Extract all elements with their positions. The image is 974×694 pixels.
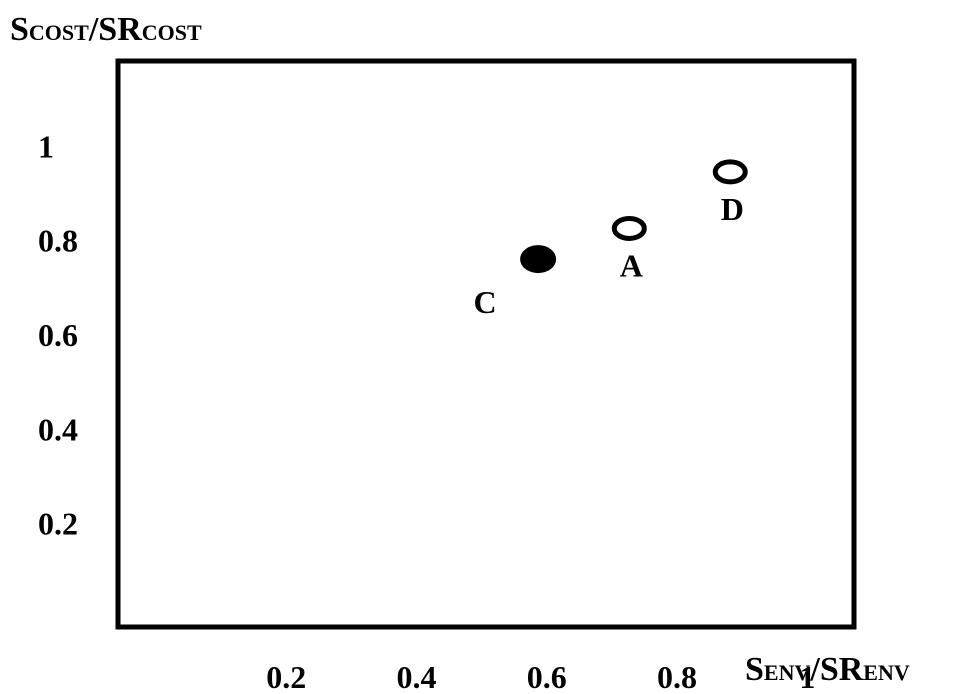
point-label-d: D (721, 191, 744, 227)
y-tick-label: 1 (38, 128, 54, 164)
data-points: C A D (474, 159, 748, 320)
x-axis-label-sub: ENV (764, 660, 811, 685)
y-tick-label: 0.8 (38, 223, 78, 259)
point-label-a: A (620, 247, 643, 283)
point-label-c: C (474, 284, 497, 320)
y-axis-label: SCOST/SRCOST (10, 11, 202, 48)
y-tick-label: 0.6 (38, 317, 78, 353)
x-axis-label-main: S (745, 651, 764, 688)
x-axis-label: SENV/SRENV (745, 651, 910, 688)
y-tick-labels: 0.2 0.4 0.6 0.8 1 (38, 128, 78, 541)
y-axis-label-sub: COST (29, 20, 89, 45)
x-tick-label: 0.4 (397, 659, 437, 694)
data-point-d (712, 159, 748, 185)
y-tick-label: 0.4 (38, 411, 78, 447)
x-axis-label-sub2: ENV (863, 660, 910, 685)
data-point-c (520, 245, 557, 274)
y-tick-label: 0.2 (38, 506, 78, 542)
x-tick-label: 0.6 (527, 659, 567, 694)
x-tick-labels: 0.2 0.4 0.6 0.8 1 (266, 659, 815, 694)
y-axis-label-sub2: COST (142, 20, 202, 45)
y-axis-label-main: S (10, 11, 29, 48)
x-tick-label: 0.2 (266, 659, 306, 694)
x-tick-label: 0.8 (657, 659, 697, 694)
x-axis-label-sep: /SR (809, 651, 863, 688)
data-point-a (611, 215, 647, 241)
x-tick-label: 1 (799, 659, 815, 694)
y-axis-label-sep: /SR (88, 11, 142, 48)
plot-frame (115, 58, 857, 630)
